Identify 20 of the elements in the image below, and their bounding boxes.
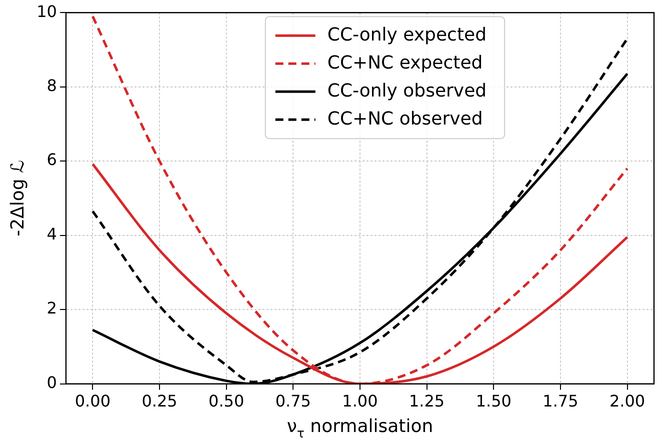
- x-tick-label: 0.50: [208, 392, 244, 411]
- x-tick-label: 1.00: [342, 392, 378, 411]
- x-tick-label: 2.00: [609, 392, 646, 411]
- y-tick-label: 8: [46, 76, 57, 95]
- legend-label: CC-only expected: [327, 24, 487, 46]
- x-tick-label: 1.25: [408, 392, 445, 411]
- x-tick-label: 1.50: [476, 392, 512, 411]
- y-tick-label: 2: [46, 298, 57, 318]
- x-tick-label: 1.75: [542, 392, 578, 411]
- y-tick-label: 0: [46, 372, 57, 392]
- x-tick-label: 0.75: [275, 392, 311, 411]
- y-tick-label: 4: [46, 224, 57, 244]
- legend-label: CC-only observed: [327, 80, 487, 102]
- x-tick-label: 0.00: [74, 392, 110, 411]
- legend-label: CC+NC expected: [327, 52, 483, 74]
- x-tick-label: 0.25: [142, 392, 178, 411]
- y-axis-title: -2Δlog ℒ: [7, 160, 28, 236]
- y-tick-label: 10: [36, 2, 57, 21]
- legend-label: CC+NC observed: [327, 108, 483, 130]
- y-tick-label: 6: [46, 150, 57, 170]
